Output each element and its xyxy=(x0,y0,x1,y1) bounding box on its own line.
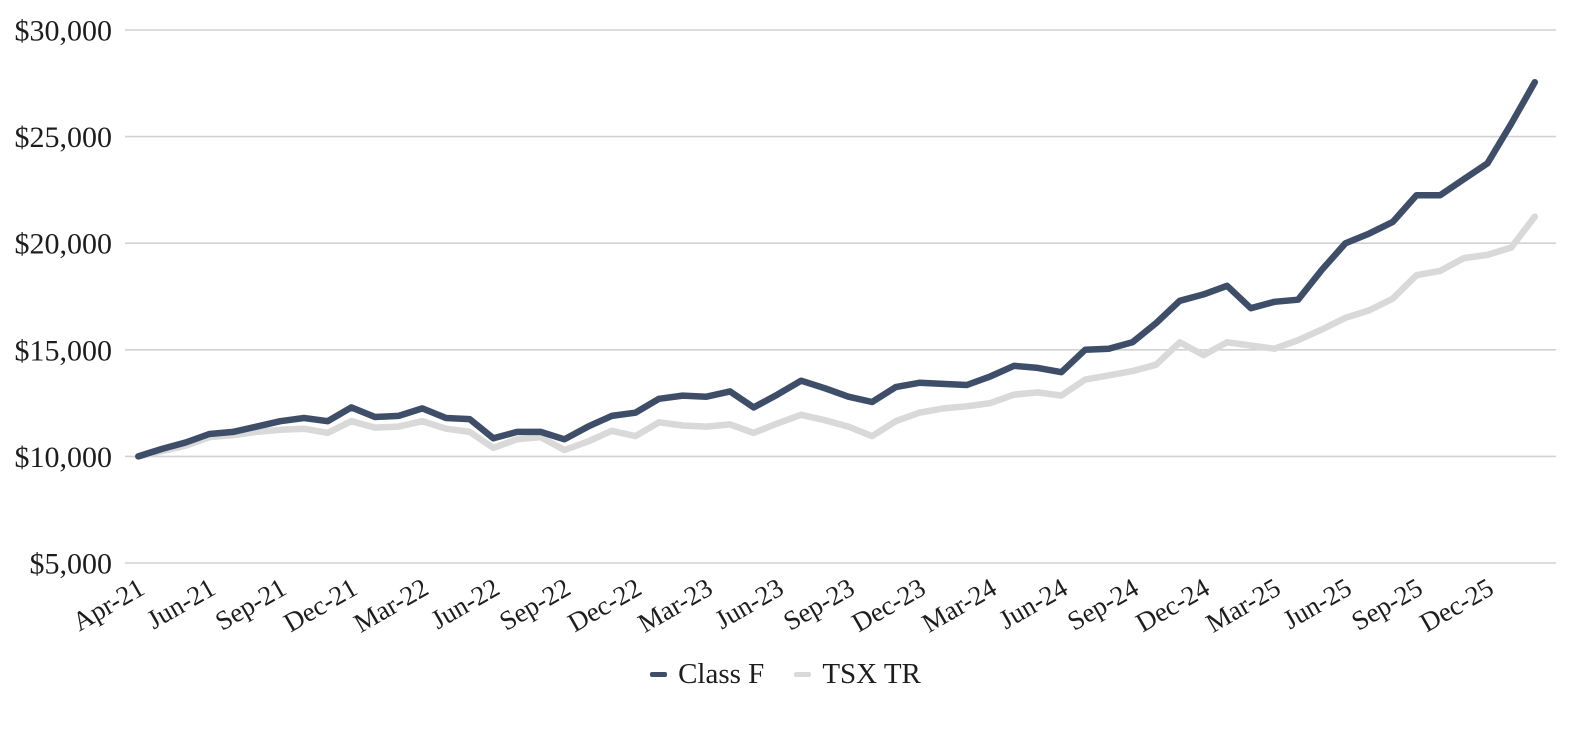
y-axis-label: $15,000 xyxy=(15,334,113,367)
x-axis-label: Jun-21 xyxy=(142,572,221,635)
x-axis-label: Mar-23 xyxy=(633,572,718,638)
x-axis-label: Sep-23 xyxy=(778,572,859,636)
y-axis-label: $25,000 xyxy=(15,121,113,154)
x-axis-label: Mar-25 xyxy=(1201,572,1286,638)
x-axis-label: Mar-24 xyxy=(917,572,1002,638)
legend-label-class-f: Class F xyxy=(678,658,765,690)
x-axis-label: Jun-22 xyxy=(426,572,505,635)
x-axis-label: Dec-21 xyxy=(278,572,362,638)
x-axis-label: Dec-25 xyxy=(1415,572,1499,638)
series-line-tsx-tr xyxy=(135,213,1539,460)
x-axis-label: Dec-23 xyxy=(847,572,931,638)
y-axis-label: $5,000 xyxy=(30,548,113,581)
x-axis-label: Sep-21 xyxy=(210,572,291,636)
y-axis-label: $10,000 xyxy=(15,441,113,474)
chart-legend: Class F TSX TR xyxy=(0,658,1571,691)
x-axis-label: Sep-24 xyxy=(1062,572,1144,636)
x-axis-label: Sep-22 xyxy=(494,572,575,636)
x-axis-label: Dec-22 xyxy=(563,572,647,638)
x-axis-label: Jun-25 xyxy=(1278,572,1357,635)
x-axis-label: Jun-23 xyxy=(710,572,789,635)
x-axis-label: Dec-24 xyxy=(1131,572,1215,638)
legend-label-tsx-tr: TSX TR xyxy=(822,658,921,690)
x-axis-label: Sep-25 xyxy=(1346,572,1427,636)
series-line-class-f xyxy=(135,78,1539,460)
x-axis-label: Apr-21 xyxy=(67,572,149,637)
x-axis-label: Jun-24 xyxy=(994,572,1073,635)
y-axis-label: $20,000 xyxy=(15,228,113,261)
x-axis-label: Mar-22 xyxy=(349,572,434,638)
y-axis-label: $30,000 xyxy=(15,15,113,48)
legend-item-class-f: Class F xyxy=(650,658,764,691)
legend-item-tsx-tr: TSX TR xyxy=(794,658,921,691)
legend-marker-tsx-tr xyxy=(794,672,812,677)
legend-marker-class-f xyxy=(650,672,668,677)
